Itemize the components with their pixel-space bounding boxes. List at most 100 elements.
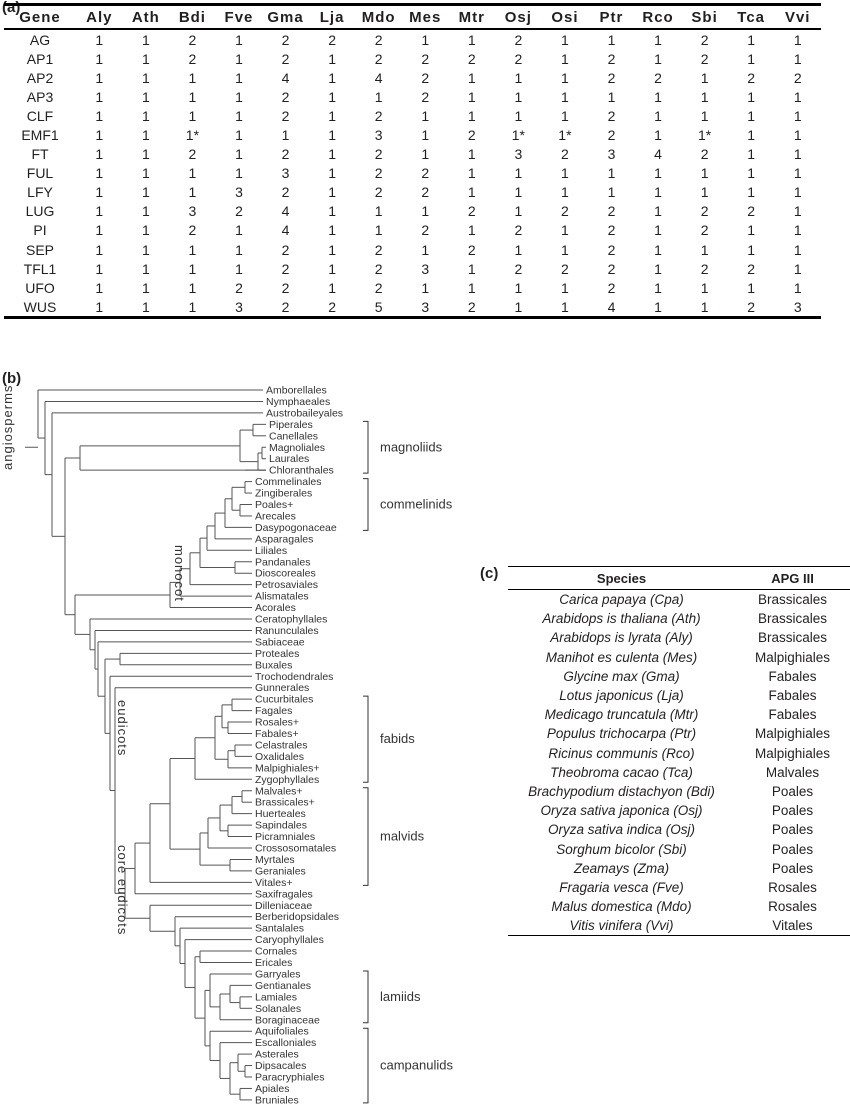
taxon-label: Dasypogonaceae: [255, 522, 337, 534]
copy-count-cell: 1: [95, 165, 104, 182]
copy-count-cell: 1: [467, 279, 476, 296]
table-row: Sorghum bicolor (Sbi) Poales: [508, 839, 850, 858]
table-row: LFY 1 1 1 3 2 1 2 2 1 1 1 1 1 1 1 1: [4, 183, 821, 202]
copy-count-cell: 4: [281, 222, 290, 239]
copy-count-cell: 1: [747, 107, 756, 124]
species-name-cell: Glycine max (Gma): [563, 668, 680, 684]
copy-count-cell: 2: [421, 69, 430, 86]
copy-count-cell: 1: [374, 203, 383, 220]
copy-count-cell: 1: [235, 31, 243, 48]
copy-count-cell: 1: [514, 203, 523, 220]
copy-count-cell: 1*: [697, 127, 712, 144]
copy-count-cell: 1: [793, 222, 802, 239]
copy-count-cell: 2: [374, 50, 383, 67]
table-row: Malus domestica (Mdo) Rosales: [508, 897, 850, 916]
copy-count-cell: 2: [747, 203, 756, 220]
copy-count-cell: 1: [607, 31, 616, 48]
table-row: Zeamays (Zma) Poales: [508, 859, 850, 878]
apg-order-cell: Poales: [771, 860, 814, 876]
copy-count-cell: 2: [421, 50, 430, 67]
apg-order-cell: Poales: [771, 822, 814, 838]
copy-count-cell: 1: [328, 127, 336, 144]
clade-bracket: [363, 787, 369, 886]
table-row: Brachypodium distachyon (Bdi) Poales: [508, 782, 850, 801]
apg-order-cell: Fabales: [768, 707, 817, 723]
table-row: PI 1 1 2 1 4 1 1 2 1 2 1 2 1 2 1 1: [4, 221, 821, 240]
taxon-label: Sapindales: [255, 820, 307, 832]
copy-count-cell: 1: [95, 107, 104, 124]
copy-count-cell: 1: [141, 279, 150, 296]
copy-count-cell: 2: [607, 203, 616, 220]
copy-count-cell: 1: [793, 260, 802, 277]
taxon-label: Fabales+: [255, 728, 299, 740]
copy-count-cell: 1: [467, 260, 476, 277]
copy-count-cell: 1: [700, 184, 709, 201]
copy-count-cell: 3: [514, 146, 523, 163]
copy-count-cell: 1: [793, 88, 802, 105]
copy-count-cell: 1: [561, 184, 569, 201]
copy-count-cell: 2: [607, 107, 616, 124]
gene-name-cell: UFO: [25, 279, 55, 296]
taxon-label: Gunnerales: [255, 682, 309, 694]
copy-count-cell: 1: [374, 88, 383, 105]
table-row: Lotus japonicus (Lja) Fabales: [508, 686, 850, 705]
copy-count-cell: 1: [421, 107, 430, 124]
copy-count-cell: 2: [281, 31, 290, 48]
apg-order-cell: Poales: [771, 783, 814, 799]
table-row: Manihot es culenta (Mes) Malpighiales: [508, 648, 850, 667]
copy-count-cell: 1: [328, 88, 336, 105]
copy-count-cell: 1: [514, 69, 523, 86]
species-name-cell: Ricinus communis (Rco): [548, 745, 695, 761]
gene-name-cell: LUG: [25, 203, 55, 220]
copy-count-cell: 1: [188, 260, 197, 277]
copy-count-cell: 1: [514, 88, 523, 105]
copy-count-cell: 2: [467, 203, 476, 220]
copy-count-cell: 2: [514, 50, 523, 67]
taxon-label: Cucurbitales: [255, 694, 313, 706]
apg-order-cell: Brassicales: [757, 592, 828, 608]
table-row: Glycine max (Gma) Fabales: [508, 667, 850, 686]
copy-count-cell: 4: [281, 203, 290, 220]
taxon-label: Commelinales: [255, 476, 322, 488]
copy-count-cell: 1: [421, 31, 430, 48]
copy-count-cell: 2: [281, 107, 290, 124]
copy-count-cell: 1: [700, 241, 709, 258]
clade-label-lamiids: lamiids: [380, 989, 421, 1004]
copy-count-cell: 1: [747, 165, 756, 182]
table-row: Vitis vinifera (Vvi) Vitales: [508, 916, 850, 936]
taxon-label: Rosales+: [255, 717, 299, 729]
gene-name-cell: FUL: [26, 165, 54, 182]
copy-count-cell: 4: [607, 298, 616, 315]
table-row: Populus trichocarpa (Ptr) Malpighiales: [508, 724, 850, 743]
copy-count-cell: 3: [793, 298, 802, 315]
group-label-monocot: monocot: [172, 545, 187, 602]
taxon-label: Asparagales: [255, 533, 313, 545]
copy-count-cell: 2: [607, 260, 616, 277]
copy-count-cell: 2: [374, 241, 383, 258]
copy-count-cell: 1: [328, 165, 336, 182]
copy-count-cell: 2: [607, 222, 616, 239]
gene-name-cell: LFY: [27, 184, 53, 201]
copy-count-cell: 1: [793, 107, 802, 124]
copy-count-cell: 2: [281, 88, 290, 105]
copy-count-cell: 2: [700, 203, 709, 220]
gene-name-cell: SEP: [25, 241, 54, 258]
taxon-label: Laurales: [269, 453, 309, 465]
copy-count-cell: 2: [747, 69, 756, 86]
copy-count-cell: 1: [95, 146, 104, 163]
table-row: Theobroma cacao (Tca) Malvales: [508, 763, 850, 782]
table-row: LUG 1 1 3 2 4 1 1 1 2 1 2 2 1 2 2 1: [4, 202, 821, 221]
copy-count-cell: 1: [561, 165, 569, 182]
copy-count-cell: 1: [328, 50, 336, 67]
taxon-label: Berberidopsidales: [255, 911, 339, 923]
taxon-label: Cornales: [255, 946, 297, 958]
copy-count-cell: 2: [281, 184, 290, 201]
copy-count-cell: 1: [514, 279, 523, 296]
species-column-header: Mdo: [361, 8, 396, 26]
gene-name-cell: AP1: [26, 50, 54, 67]
copy-count-cell: 2: [374, 184, 383, 201]
copy-count-cell: 1: [793, 203, 802, 220]
apg-order-cell: Vitales: [772, 918, 813, 934]
phylogenetic-tree: AmborellalesNymphaealesAustrobaileyalesP…: [0, 385, 453, 1107]
clade-bracket: [363, 420, 369, 474]
